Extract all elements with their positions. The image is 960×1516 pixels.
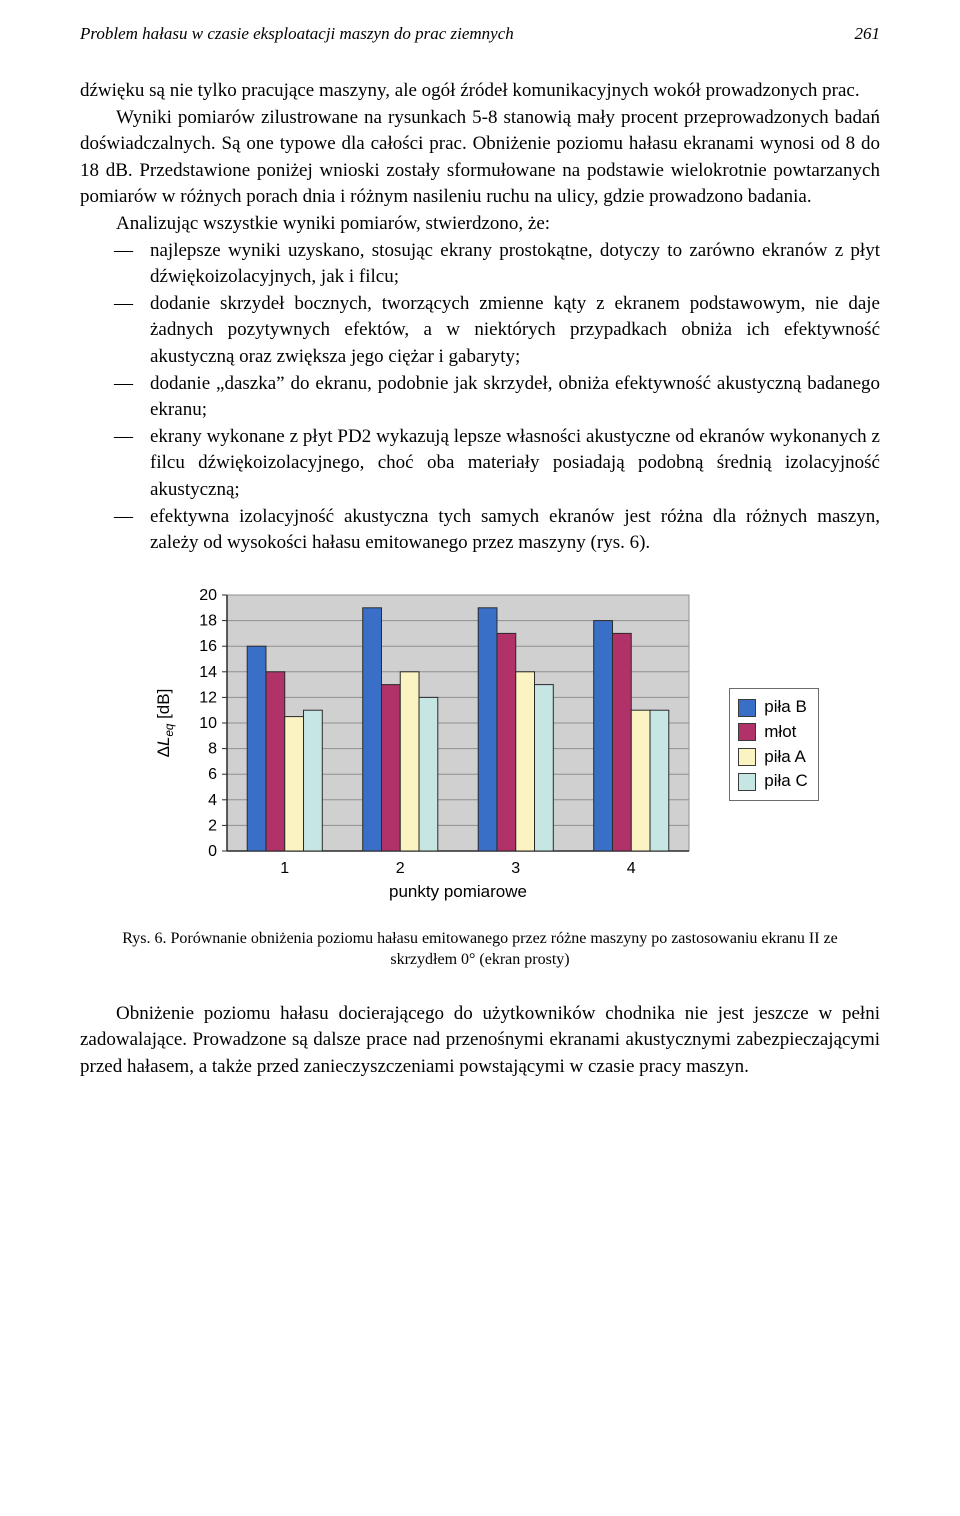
legend-item: piła A [738, 745, 807, 770]
legend-item: piła B [738, 695, 807, 720]
svg-text:6: 6 [208, 766, 217, 783]
legend-swatch [738, 748, 756, 766]
running-title: Problem hałasu w czasie eksploatacji mas… [80, 24, 514, 44]
svg-text:10: 10 [199, 715, 217, 732]
legend-label: młot [764, 720, 796, 745]
paragraph-lead: Analizując wszystkie wyniki pomiarów, st… [80, 211, 880, 238]
list-item: efektywna izolacyjność akustyczna tych s… [80, 504, 880, 557]
running-header: Problem hałasu w czasie eksploatacji mas… [80, 24, 880, 44]
legend-swatch [738, 723, 756, 741]
list-item: dodanie skrzydeł bocznych, tworzących zm… [80, 291, 880, 371]
svg-text:0: 0 [208, 843, 217, 860]
svg-text:18: 18 [199, 612, 217, 629]
svg-text:punkty pomiarowe: punkty pomiarowe [389, 882, 527, 901]
svg-text:16: 16 [199, 638, 217, 655]
page-number: 261 [855, 24, 881, 44]
chart-with-legend: 02468101214161820ΔLeq [dB]1234punkty pom… [141, 585, 818, 905]
legend-swatch [738, 699, 756, 717]
svg-text:ΔLeq [dB]: ΔLeq [dB] [154, 688, 176, 757]
svg-text:3: 3 [512, 860, 521, 877]
bar-chart: 02468101214161820ΔLeq [dB]1234punkty pom… [141, 585, 701, 905]
svg-text:4: 4 [208, 791, 217, 808]
legend-item: piła C [738, 769, 807, 794]
findings-list: najlepsze wyniki uzyskano, stosując ekra… [80, 238, 880, 557]
svg-text:20: 20 [199, 587, 217, 604]
legend-item: młot [738, 720, 807, 745]
svg-text:12: 12 [199, 689, 217, 706]
svg-text:2: 2 [208, 817, 217, 834]
svg-text:1: 1 [281, 860, 290, 877]
page: Problem hałasu w czasie eksploatacji mas… [0, 0, 960, 1121]
legend: piła Bmłotpiła Apiła C [729, 688, 818, 801]
list-item: dodanie „daszka” do ekranu, podobnie jak… [80, 371, 880, 424]
figure: 02468101214161820ΔLeq [dB]1234punkty pom… [80, 585, 880, 910]
paragraph-continuation: dźwięku są nie tylko pracujące maszyny, … [80, 78, 880, 105]
svg-text:8: 8 [208, 740, 217, 757]
body-text-after: Obniżenie poziomu hałasu docierającego d… [80, 1001, 880, 1081]
svg-text:4: 4 [627, 860, 636, 877]
body-text: dźwięku są nie tylko pracujące maszyny, … [80, 78, 880, 557]
svg-text:14: 14 [199, 663, 217, 680]
paragraph: Wyniki pomiarów zilustrowane na rysunkac… [80, 105, 880, 211]
legend-label: piła C [764, 769, 807, 794]
figure-caption: Rys. 6. Porównanie obniżenia poziomu hał… [90, 928, 870, 971]
list-item: ekrany wykonane z płyt PD2 wykazują leps… [80, 424, 880, 504]
list-item: najlepsze wyniki uzyskano, stosując ekra… [80, 238, 880, 291]
paragraph: Obniżenie poziomu hałasu docierającego d… [80, 1001, 880, 1081]
legend-swatch [738, 773, 756, 791]
svg-text:2: 2 [396, 860, 405, 877]
legend-label: piła B [764, 695, 807, 720]
legend-label: piła A [764, 745, 806, 770]
